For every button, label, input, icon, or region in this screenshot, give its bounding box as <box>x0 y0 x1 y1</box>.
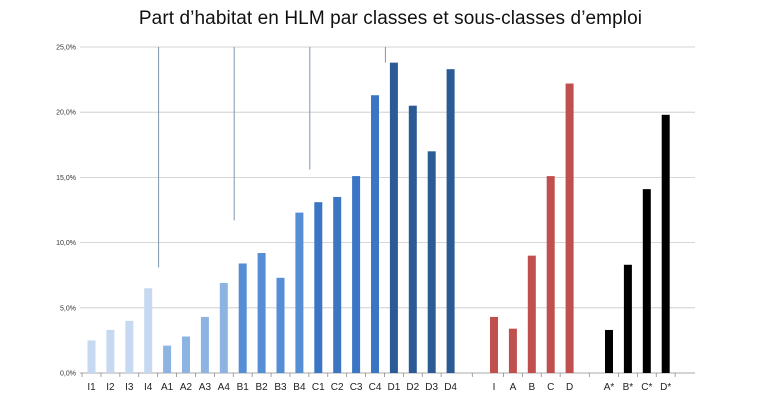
bar-d <box>565 83 574 374</box>
bar-a <box>508 328 517 373</box>
bar-d1 <box>389 62 398 373</box>
x-tick-label: A <box>510 382 517 393</box>
bar-b3 <box>276 277 285 373</box>
bar-c4 <box>371 95 379 374</box>
x-tick-label: D* <box>660 382 671 393</box>
bar-c-star <box>642 189 651 373</box>
x-tick-label: B4 <box>293 382 306 393</box>
x-tick-label: I2 <box>106 382 115 393</box>
bar-a-star <box>605 329 613 373</box>
chart-title: Part d’habitat en HLM par classes et sou… <box>138 8 643 29</box>
bar-c1 <box>314 202 323 373</box>
bar-b2 <box>257 253 266 373</box>
bar-i3 <box>125 320 134 373</box>
bar-d3 <box>427 151 436 373</box>
x-tick-label: D3 <box>425 382 438 393</box>
bar-a2 <box>182 336 190 373</box>
x-tick-label: B1 <box>237 382 250 393</box>
bar-b1 <box>238 263 247 373</box>
y-tick-label: 15,0% <box>56 175 76 182</box>
bar-c <box>546 176 555 373</box>
x-tick-label: A1 <box>161 382 174 393</box>
bar-d4 <box>446 69 455 373</box>
y-tick-label: 5,0% <box>60 305 76 312</box>
bar-a4 <box>219 283 228 373</box>
x-tick-label: B3 <box>274 382 287 393</box>
x-tick-label: D2 <box>406 382 419 393</box>
bar-b4 <box>295 212 304 373</box>
x-tick-label: I <box>493 382 496 393</box>
bar-a1 <box>163 345 172 373</box>
x-tick-label: I4 <box>144 382 153 393</box>
x-tick-label: C <box>547 382 554 393</box>
x-tick-label: B <box>528 382 535 393</box>
x-tick-label: B* <box>623 382 634 393</box>
x-tick-label: A2 <box>180 382 193 393</box>
bar-i4 <box>144 288 153 373</box>
x-tick-label: C* <box>641 382 652 393</box>
x-tick-label: D1 <box>388 382 401 393</box>
bar-i <box>490 316 498 373</box>
x-tick-label: C2 <box>331 382 344 393</box>
x-tick-label: C4 <box>369 382 382 393</box>
x-tick-label: D <box>566 382 573 393</box>
x-tick-label: B2 <box>255 382 268 393</box>
y-tick-label: 20,0% <box>56 110 76 117</box>
x-tick-label: D4 <box>444 382 457 393</box>
y-tick-label: 25,0% <box>56 45 76 52</box>
x-tick-label: I3 <box>125 382 134 393</box>
bar-i2 <box>106 329 115 373</box>
bar-d-star <box>661 114 670 374</box>
x-tick-label: I1 <box>87 382 96 393</box>
bar-a3 <box>200 316 209 373</box>
y-tick-label: 10,0% <box>56 240 76 247</box>
bar-b-star <box>623 264 632 373</box>
bar-i1 <box>87 340 96 373</box>
bar-c3 <box>352 176 361 373</box>
y-tick-label: 0,0% <box>60 371 76 378</box>
x-tick-label: A* <box>604 382 615 393</box>
bar-c2 <box>333 196 342 373</box>
x-tick-label: A3 <box>199 382 212 393</box>
bar-b <box>527 255 536 373</box>
bar-d2 <box>408 105 417 374</box>
x-tick-label: C3 <box>350 382 363 393</box>
x-tick-label: C1 <box>312 382 325 393</box>
x-tick-label: A4 <box>218 382 231 393</box>
